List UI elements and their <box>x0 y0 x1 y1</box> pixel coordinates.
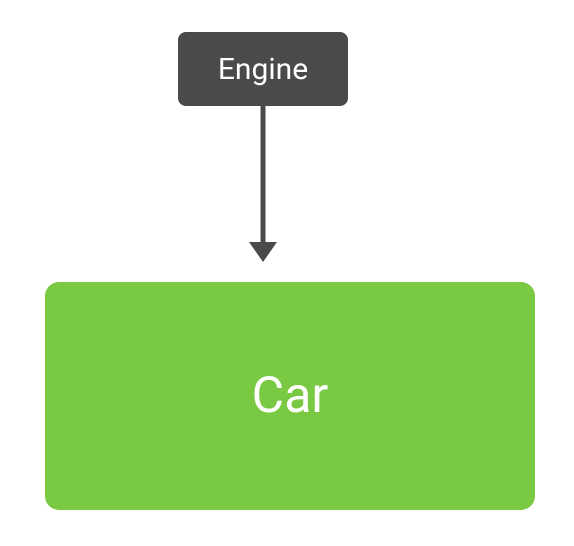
diagram-container: Engine Car <box>0 0 574 546</box>
node-car-label: Car <box>252 367 329 425</box>
arrow-engine-to-car <box>239 82 287 286</box>
node-car: Car <box>45 282 535 510</box>
